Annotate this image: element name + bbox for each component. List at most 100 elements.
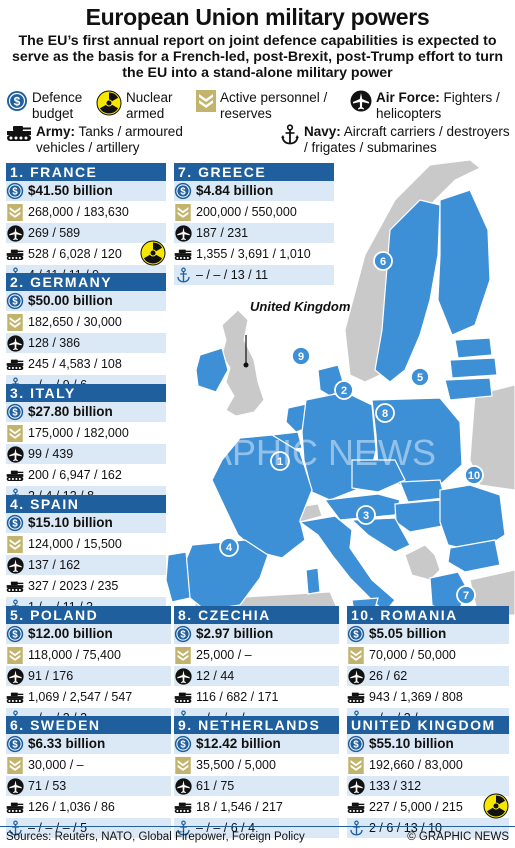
map-marker-6[interactable]: 6 <box>373 251 393 271</box>
value-personnel: 192,660 / 83,000 <box>369 758 463 772</box>
value-army: 327 / 2023 / 235 <box>28 579 119 593</box>
legend-army-label: Tanks / armoured vehicles / artillery <box>36 124 183 155</box>
chevron-rank-icon <box>6 203 24 221</box>
row-army: 528 / 6,028 / 120 <box>6 244 166 265</box>
nuclear-icon <box>483 793 509 822</box>
plane-icon <box>6 667 24 685</box>
plane-icon <box>6 556 24 574</box>
row-air: 12 / 44 <box>174 666 339 687</box>
plane-icon <box>6 334 24 352</box>
plane-icon <box>347 777 365 795</box>
dollar-icon: $ <box>174 735 192 753</box>
dollar-icon: $ <box>6 403 24 421</box>
row-navy: – / – / 6 / 4 <box>174 818 339 839</box>
value-air: 91 / 176 <box>28 669 74 683</box>
value-army: 200 / 6,947 / 162 <box>28 468 122 482</box>
plane-icon <box>174 777 192 795</box>
value-army: 126 / 1,036 / 86 <box>28 800 115 814</box>
row-budget: $ $50.00 billion <box>6 291 166 312</box>
tank-icon <box>6 355 24 373</box>
row-navy: – / – / 13 / 11 <box>174 265 334 286</box>
svg-text:$: $ <box>14 95 21 109</box>
tank-icon <box>347 798 365 816</box>
balkans-shape <box>404 544 441 581</box>
chevron-rank-icon <box>6 424 24 442</box>
row-army: 18 / 1,546 / 217 <box>174 797 339 818</box>
value-budget: $4.84 billion <box>196 183 274 198</box>
map-marker-3[interactable]: 3 <box>356 505 376 525</box>
dollar-icon: $ <box>6 514 24 532</box>
value-budget: $2.97 billion <box>196 626 274 641</box>
footer: Sources: Reuters, NATO, Global Firepower… <box>0 826 515 848</box>
map-marker-2[interactable]: 2 <box>334 380 354 400</box>
value-personnel: 25,000 / – <box>196 648 252 662</box>
svg-text:5: 5 <box>417 372 423 384</box>
svg-text:$: $ <box>12 297 18 308</box>
value-air: 61 / 75 <box>196 779 235 793</box>
row-personnel: 25,000 / – <box>174 645 339 666</box>
sardinia-shape <box>305 567 321 595</box>
country-card: 6. SWEDEN $ $6.33 billion 30,000 / – 71 / 53… <box>6 716 171 839</box>
country-header: 6. SWEDEN <box>6 716 171 734</box>
dollar-icon: $ <box>6 182 24 200</box>
country-card: 9. NETHERLANDS $ $12.42 billion 35,500 / 5,… <box>174 716 339 839</box>
chevron-rank-icon <box>6 646 24 664</box>
legend-nuclear-label: Nuclear armed <box>126 90 173 121</box>
country-card: 5. POLAND $ $12.00 billion 118,000 / 75,400… <box>6 606 171 729</box>
map-marker-4[interactable]: 4 <box>219 537 239 557</box>
value-army: 245 / 4,583 / 108 <box>28 357 122 371</box>
row-army: 943 / 1,369 / 808 <box>347 687 509 708</box>
watermark: GRAPHIC NEWS <box>154 432 436 473</box>
row-budget: $ $4.84 billion <box>174 181 334 202</box>
svg-text:$: $ <box>12 740 18 751</box>
legend-budget: $ Defence budget <box>6 90 96 122</box>
dollar-icon: $ <box>6 292 24 310</box>
map-marker-1[interactable]: 1 <box>270 451 290 471</box>
country-header: 3. ITALY <box>6 384 166 402</box>
value-army: 943 / 1,369 / 808 <box>369 690 463 704</box>
value-air: 12 / 44 <box>196 669 235 683</box>
row-personnel: 182,650 / 30,000 <box>6 312 166 333</box>
tank-icon <box>6 577 24 595</box>
dollar-icon: $ <box>347 735 365 753</box>
row-air: 71 / 53 <box>6 776 171 797</box>
value-army: 116 / 682 / 171 <box>196 690 279 704</box>
value-army: 227 / 5,000 / 215 <box>369 800 463 814</box>
svg-text:1: 1 <box>277 456 283 468</box>
nuclear-icon <box>96 90 122 116</box>
row-personnel: 124,000 / 15,500 <box>6 534 166 555</box>
map-marker-10[interactable]: 10 <box>464 465 484 485</box>
country-header: 1. FRANCE <box>6 163 166 181</box>
country-card: 1. FRANCE $ $41.50 billion 268,000 / 183,63… <box>6 163 166 286</box>
value-personnel: 175,000 / 182,000 <box>28 426 129 440</box>
row-budget: $ $5.05 billion <box>347 624 509 645</box>
map-marker-5[interactable]: 5 <box>410 367 430 387</box>
footer-credit: © GRAPHIC NEWS <box>407 831 509 843</box>
value-navy: – / – / 13 / 11 <box>196 268 269 282</box>
svg-text:7: 7 <box>463 590 469 602</box>
country-card: 10. ROMANIA $ $5.05 billion 70,000 / 50,000… <box>347 606 509 729</box>
value-air: 133 / 312 <box>369 779 422 793</box>
uk-pointer-dot <box>243 362 249 368</box>
row-army: 327 / 2023 / 235 <box>6 576 166 597</box>
country-header: 4. SPAIN <box>6 495 166 513</box>
turkey-shape <box>469 569 515 615</box>
map-marker-7[interactable]: 7 <box>456 585 476 605</box>
map-marker-9[interactable]: 9 <box>291 346 311 366</box>
map-marker-8[interactable]: 8 <box>375 403 395 423</box>
value-personnel: 200,000 / 550,000 <box>196 205 297 219</box>
value-air: 128 / 386 <box>28 336 81 350</box>
ireland-shape <box>195 347 229 393</box>
row-air: 26 / 62 <box>347 666 509 687</box>
svg-text:$: $ <box>12 630 18 641</box>
value-air: 269 / 589 <box>28 226 81 240</box>
tank-icon <box>174 245 192 263</box>
row-personnel: 192,660 / 83,000 <box>347 755 509 776</box>
chevron-rank-icon <box>6 313 24 331</box>
plane-icon <box>174 667 192 685</box>
row-personnel: 70,000 / 50,000 <box>347 645 509 666</box>
svg-text:$: $ <box>12 519 18 530</box>
legend-personnel: Active personnel / reserves <box>196 90 346 122</box>
anchor-icon <box>174 266 192 284</box>
country-header: UNITED KINGDOM <box>347 716 509 734</box>
